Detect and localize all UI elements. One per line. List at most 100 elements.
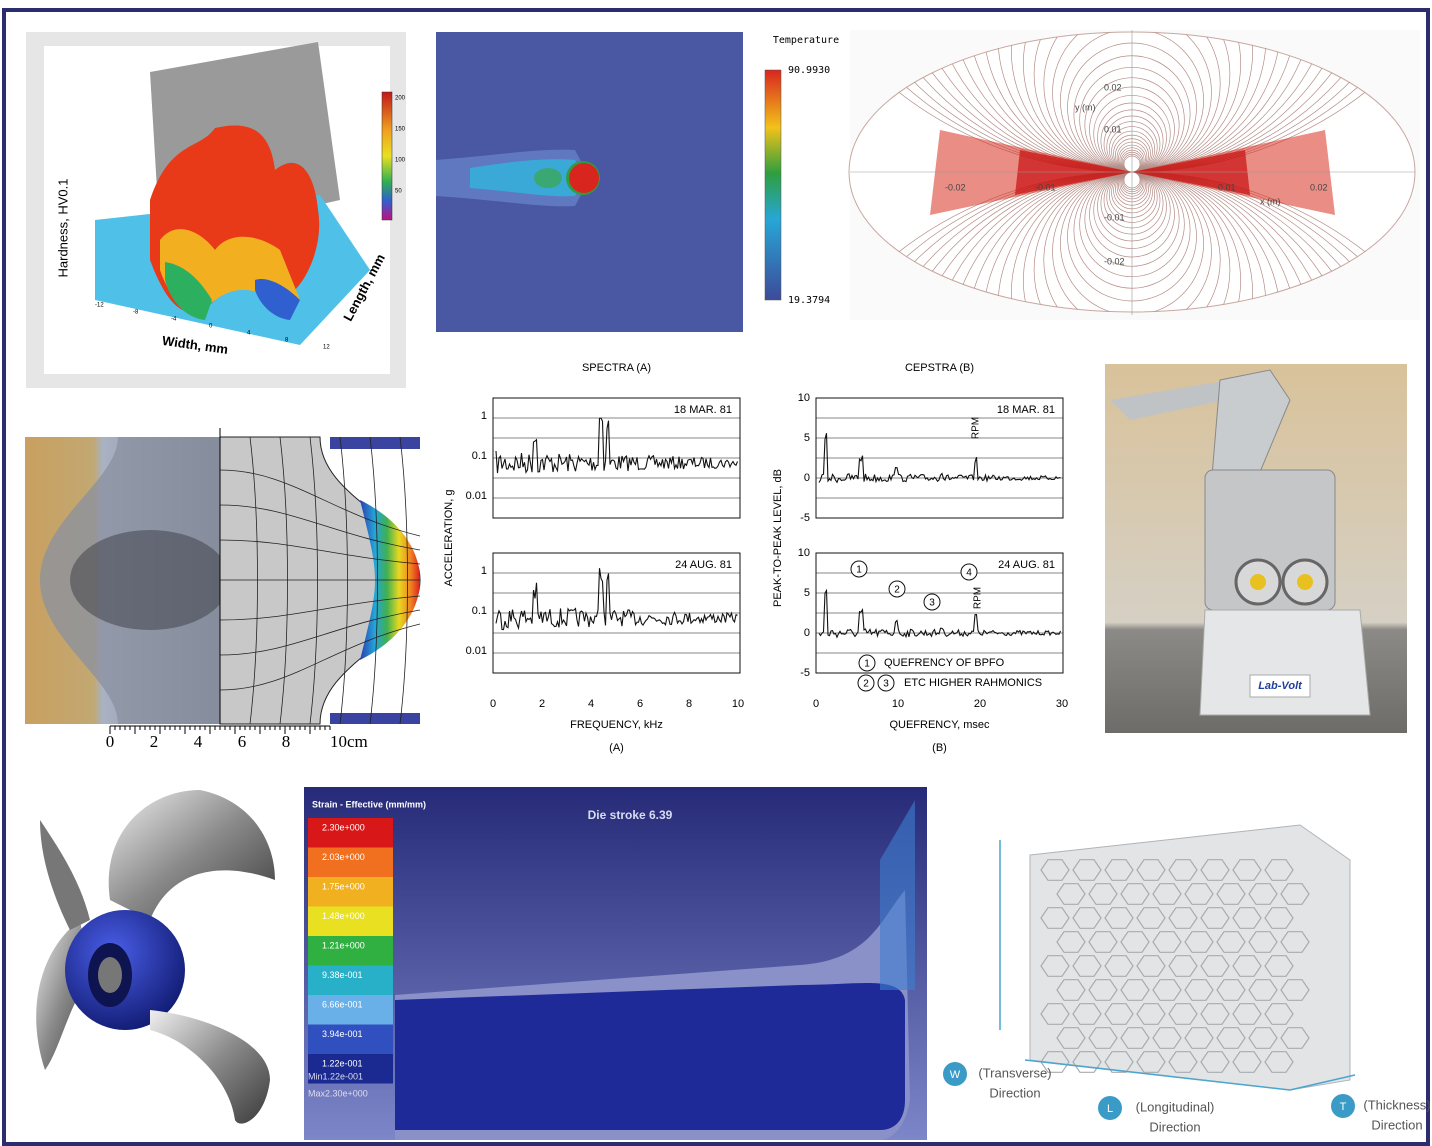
y-tick-label: 0.02: [1104, 82, 1122, 92]
max-label: Max2.30e+000: [308, 1088, 368, 1098]
colorbar-min: 19.3794: [788, 295, 830, 306]
direction-word: Direction: [1149, 1119, 1200, 1134]
trace: [496, 568, 738, 629]
legend-title: Strain - Effective (mm/mm): [312, 799, 426, 809]
marker-label: 2: [863, 679, 869, 690]
x-tick-label: 30: [1056, 698, 1068, 710]
brand-label: Lab-Volt: [1258, 680, 1303, 692]
scale-label: 4: [194, 732, 203, 751]
y-tick-label: 0.1: [472, 605, 487, 617]
axis-label: PEAK-TO-PEAK LEVEL, dB: [772, 469, 784, 607]
marker-label: 2: [894, 585, 900, 596]
x-tick-label: 0: [490, 698, 496, 710]
colorbar-tick: 200: [395, 96, 406, 102]
legend-label: 9.38e-001: [322, 970, 363, 980]
y-tick-label: -5: [800, 512, 810, 524]
direction-letter: W: [950, 1069, 961, 1081]
date-label: 18 MAR. 81: [674, 404, 732, 416]
x-tick-label: 10: [892, 698, 904, 710]
x-tick-label: -4: [171, 317, 177, 323]
min-label: Min1.22e-001: [308, 1071, 363, 1081]
y-tick-label: 0.01: [466, 490, 487, 502]
legend-label: 2.03e+000: [322, 852, 365, 862]
x-tick-label: -0.02: [945, 182, 966, 192]
x-tick-label: -12: [95, 303, 104, 309]
y-tick-label: -0.01: [1104, 212, 1125, 222]
direction-letter: L: [1107, 1103, 1113, 1115]
hardness-panel: Hardness, HV0.1 Width, mm Length, mm 200…: [26, 32, 406, 388]
trace: [496, 418, 738, 473]
colorbar-tick: 50: [395, 189, 402, 195]
strain-panel: 2.30e+0002.03e+0001.75e+0001.48e+0001.21…: [304, 787, 927, 1140]
legend-label: 1.75e+000: [322, 881, 365, 891]
legend-label: 3.94e-001: [322, 1029, 363, 1039]
legend-label: 2.30e+000: [322, 822, 365, 832]
x-tick-label: 2: [539, 698, 545, 710]
y-tick-label: 0: [804, 627, 810, 639]
caption: (A): [609, 742, 624, 754]
date-label: 24 AUG. 81: [998, 559, 1055, 571]
marker-label: 3: [883, 679, 889, 690]
y-tick-label: 1: [481, 565, 487, 577]
direction-word: Direction: [1371, 1117, 1422, 1132]
robot-panel: Lab-Volt: [1105, 364, 1407, 733]
date-label: 18 MAR. 81: [997, 404, 1055, 416]
axis-label: ACCELERATION, g: [443, 490, 455, 587]
x-tick-label: 20: [974, 698, 986, 710]
date-label: 24 AUG. 81: [675, 559, 732, 571]
legend-label: 1.22e-001: [322, 1058, 363, 1068]
propeller-panel: [36, 790, 275, 1124]
axis-label: QUEFRENCY, msec: [889, 719, 990, 731]
y-tick-label: 0.01: [1104, 124, 1122, 134]
honeycomb-panel: W(Transverse)DirectionL(Longitudinal)Dir…: [943, 825, 1431, 1134]
y-tick-label: -0.02: [1104, 256, 1125, 266]
plot-title: SPECTRA (A): [582, 362, 651, 374]
x-tick-label: -0.01: [1035, 182, 1056, 192]
note: QUEFRENCY OF BPFO: [884, 657, 1005, 669]
x-tick-label: 0.02: [1310, 182, 1328, 192]
spectra-panel: SPECTRA (A) FREQUENCY, kHz (A) ACCELERATION…: [443, 362, 744, 754]
note: ETC HIGHER RAHMONICS: [904, 677, 1042, 689]
scale-label: 6: [238, 732, 247, 751]
axis-label: y (m): [1075, 102, 1096, 112]
collage: Hardness, HV0.1 Width, mm Length, mm 200…: [0, 0, 1432, 1146]
scale-label: 10cm: [330, 732, 368, 751]
axis-label: FREQUENCY, kHz: [570, 719, 663, 731]
marker-label: 1: [864, 659, 870, 670]
colorbar-tick: 150: [395, 127, 406, 133]
direction-name: (Transverse): [978, 1065, 1051, 1080]
legend-label: 1.21e+000: [322, 940, 365, 950]
y-tick-label: 0.1: [472, 450, 487, 462]
scale-label: 2: [150, 732, 159, 751]
colorbar-max: 90.9930: [788, 65, 830, 76]
axis-label: Hardness, HV0.1: [55, 179, 70, 278]
x-tick-label: 6: [637, 698, 643, 710]
y-tick-label: 5: [804, 432, 810, 444]
x-tick-label: 12: [323, 345, 330, 351]
marker-label: 3: [929, 598, 935, 609]
x-tick-label: 10: [732, 698, 744, 710]
x-tick-label: 0: [813, 698, 819, 710]
marker-label: 1: [856, 565, 862, 576]
axis-label: x (m): [1260, 196, 1281, 206]
plot-title: CEPSTRA (B): [905, 362, 974, 374]
x-tick-label: 4: [588, 698, 594, 710]
scale-label: 8: [282, 732, 291, 751]
temperature-panel: Temperature 90.9930 19.3794: [436, 32, 839, 332]
y-tick-label: 0: [804, 472, 810, 484]
scale-label: 0: [106, 732, 115, 751]
marker-label: 4: [966, 568, 972, 579]
bulge-panel: 0 2 4 6 8 10cm: [25, 428, 420, 751]
y-tick-label: 10: [798, 392, 810, 404]
page: Hardness, HV0.1 Width, mm Length, mm 200…: [0, 0, 1432, 1146]
caption: (B): [932, 742, 947, 754]
direction-name: (Thickness): [1363, 1097, 1430, 1112]
x-tick-label: 0.01: [1218, 182, 1236, 192]
colorbar-tick: 100: [395, 158, 406, 164]
y-tick-label: 5: [804, 587, 810, 599]
y-tick-label: 1: [481, 410, 487, 422]
x-tick-label: -8: [133, 310, 139, 316]
stage-label: Die stroke 6.39: [588, 808, 673, 822]
x-tick-label: 8: [686, 698, 692, 710]
y-tick-label: 0.01: [466, 645, 487, 657]
